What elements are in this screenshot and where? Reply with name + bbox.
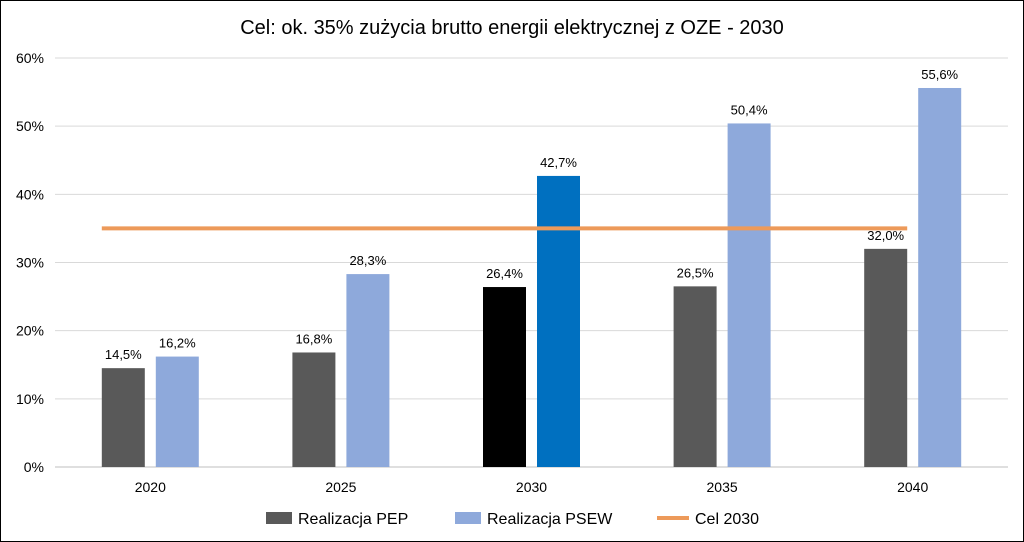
y-tick-label: 60% <box>16 50 44 66</box>
y-tick-label: 30% <box>16 255 44 271</box>
legend-swatch <box>266 512 292 524</box>
data-label: 42,7% <box>540 155 577 170</box>
bar <box>346 274 390 467</box>
x-tick-label: 2030 <box>516 479 547 495</box>
chart-title: Cel: ok. 35% zużycia brutto energii elek… <box>240 17 784 39</box>
bars <box>101 87 962 467</box>
bar <box>483 287 526 467</box>
data-label: 55,6% <box>921 67 958 82</box>
data-label: 32,0% <box>867 228 904 243</box>
data-label: 14,5% <box>105 347 142 362</box>
legend-label: Cel 2030 <box>695 511 759 528</box>
bar <box>727 123 771 467</box>
x-tick-label: 2020 <box>135 479 166 495</box>
y-axis: 0% 10% 20% 30% 40% 50% 60% <box>16 50 44 475</box>
legend: Realizacja PEP Realizacja PSEW Cel 2030 <box>266 511 759 528</box>
y-tick-label: 50% <box>16 118 44 134</box>
data-label: 16,2% <box>159 336 196 351</box>
legend-swatch <box>455 512 481 524</box>
x-tick-label: 2040 <box>897 479 928 495</box>
x-axis: 2020 2025 2030 2035 2040 <box>135 479 929 495</box>
y-tick-label: 20% <box>16 323 44 339</box>
data-label: 50,4% <box>731 102 768 117</box>
data-label: 26,4% <box>486 266 523 281</box>
y-tick-label: 0% <box>24 459 44 475</box>
bar <box>292 352 336 467</box>
data-label: 28,3% <box>349 253 386 268</box>
data-label: 26,5% <box>677 265 714 280</box>
x-tick-label: 2035 <box>707 479 738 495</box>
x-tick-label: 2025 <box>325 479 356 495</box>
bar <box>155 356 199 467</box>
bar <box>918 87 962 467</box>
bar <box>537 175 580 467</box>
data-label: 16,8% <box>295 331 332 346</box>
bar <box>101 368 145 467</box>
bar <box>864 248 908 467</box>
bar <box>673 286 717 467</box>
data-labels: 14,5% 16,2% 16,8% 28,3% 26,4% 42,7% 26,5% 50,4%… <box>105 67 959 362</box>
legend-label: Realizacja PEP <box>298 511 408 528</box>
grid <box>55 57 1008 468</box>
y-tick-label: 40% <box>16 186 44 202</box>
y-tick-label: 10% <box>16 391 44 407</box>
legend-label: Realizacja PSEW <box>487 511 613 528</box>
